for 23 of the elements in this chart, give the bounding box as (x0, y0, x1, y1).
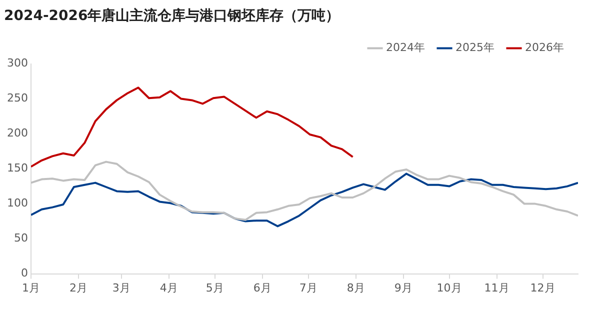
chart-title: 2024-2026年唐山主流仓库与港口钢坯库存（万吨） (4, 7, 340, 24)
x-tick-label: 2月 (69, 281, 88, 294)
y-tick-label: 200 (6, 126, 28, 140)
y-tick-label: 300 (6, 56, 28, 70)
x-tick-label: 1月 (22, 281, 40, 294)
y-tick-label: 150 (6, 162, 28, 175)
legend-label: 2026年 (525, 41, 564, 54)
x-tick-label: 5月 (206, 281, 224, 294)
x-tick-label: 6月 (253, 281, 272, 294)
legend-label: 2025年 (456, 41, 495, 54)
x-tick-label: 8月 (346, 281, 365, 294)
x-tick-label: 4月 (160, 281, 178, 294)
x-tick-label: 12月 (530, 281, 556, 294)
x-tick-label: 7月 (299, 281, 318, 294)
legend-label: 2024年 (386, 41, 426, 54)
x-tick-label: 10月 (436, 281, 462, 294)
y-tick-label: 50 (14, 232, 28, 245)
y-tick-label: 250 (6, 92, 28, 105)
x-tick-label: 3月 (112, 281, 130, 294)
x-tick-label: 9月 (394, 281, 412, 294)
x-tick-label: 11月 (484, 281, 510, 294)
y-tick-label: 0 (20, 266, 28, 280)
y-tick-label: 100 (6, 196, 28, 210)
